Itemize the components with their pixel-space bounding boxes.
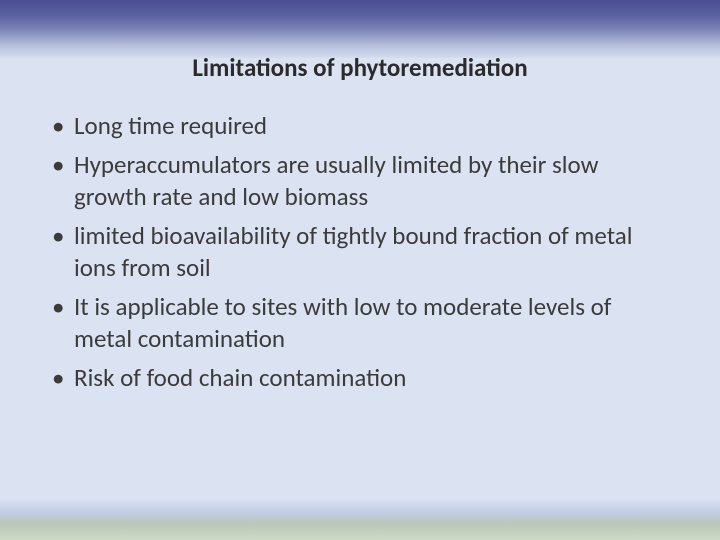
slide-content: Long time required Hyperaccumulators are…	[46, 110, 674, 400]
list-item: limited bioavailability of tightly bound…	[46, 220, 674, 285]
slide: Limitations of phytoremediation Long tim…	[0, 0, 720, 540]
list-item: It is applicable to sites with low to mo…	[46, 291, 674, 356]
list-item: Long time required	[46, 110, 674, 143]
top-gradient-band	[0, 0, 720, 58]
list-item: Hyperaccumulators are usually limited by…	[46, 149, 674, 214]
list-item: Risk of food chain contamination	[46, 362, 674, 395]
bottom-gradient-band	[0, 500, 720, 540]
slide-title: Limitations of phytoremediation	[0, 52, 720, 83]
bullet-list: Long time required Hyperaccumulators are…	[46, 110, 674, 394]
